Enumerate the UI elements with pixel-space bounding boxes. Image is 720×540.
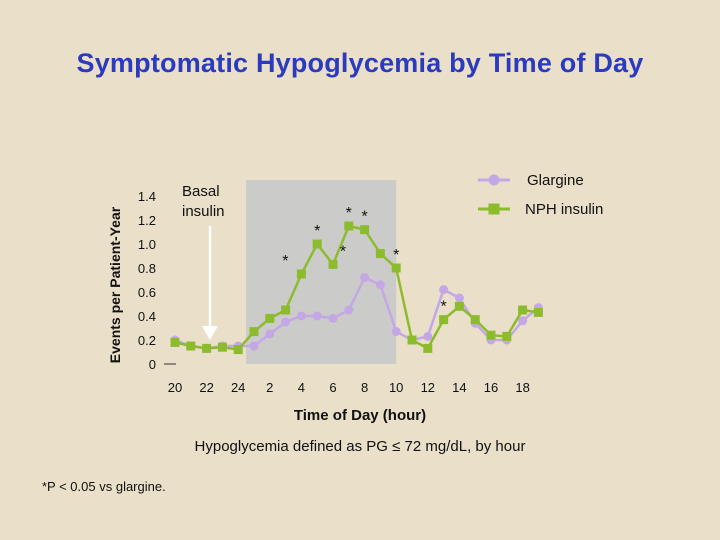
nph-point [439,315,449,325]
glargine-point [360,273,370,283]
hypoglycemia-definition: Hypoglycemia defined as PG ≤ 72 mg/dL, b… [194,438,526,455]
glargine-point [249,341,259,351]
y-tick-label: 0.6 [138,285,156,300]
glargine-point [281,317,291,327]
x-tick-label: 12 [421,380,435,395]
nph-point [186,341,196,351]
y-tick-label: 1.2 [138,213,156,228]
legend-swatch-marker [488,203,500,215]
nph-point [296,269,306,279]
y-tick-label: 0 [149,357,156,372]
nph-point [423,343,433,353]
significance-asterisk: * [282,253,288,270]
chart-legend: Glargine NPH insulin [478,172,603,218]
nph-point [518,305,528,315]
x-tick-label: 14 [452,380,466,395]
y-axis-label: Events per Patient-Year [107,206,123,363]
glargine-point [344,305,354,315]
significance-asterisk: * [361,209,367,226]
significance-asterisk: * [440,299,446,316]
y-tick-label: 0.2 [138,333,156,348]
glargine-point [439,285,449,295]
nph-point [328,259,338,269]
glargine-point [423,331,433,341]
x-tick-label: 18 [515,380,529,395]
glargine-point [312,311,322,321]
x-tick-label: 16 [484,380,498,395]
nph-point [249,327,259,337]
basal-insulin-arrow-head [202,326,218,340]
glargine-point [328,313,338,323]
glargine-point [454,293,464,303]
nph-point [312,239,322,249]
nph-point [533,307,543,317]
nph-point [217,342,227,352]
nph-point [170,337,180,347]
y-tick-label: 1.4 [138,189,156,204]
significance-asterisk: * [346,205,352,222]
basal-insulin-label: Basal [182,183,220,200]
basal-insulin-annotation: Basal insulin [182,183,225,340]
nph-point [407,335,417,345]
chart-axes: Events per Patient-Year 0 0.2 0.4 0.6 0.8 1.0 1… [107,189,530,424]
glargine-point [375,280,385,290]
x-tick-label: 20 [168,380,182,395]
significance-asterisk: * [314,223,320,240]
chart-title: Symptomatic Hypoglycemia by Time of Day [76,48,644,78]
significance-asterisk: * [393,247,399,264]
nph-point [470,315,480,325]
chart-series [170,221,543,355]
nph-point [281,305,291,315]
nph-point [202,343,212,353]
x-tick-label: 10 [389,380,403,395]
nph-point [486,330,496,340]
nph-point [265,313,275,323]
x-tick-label: 2 [266,380,273,395]
footnote: *P < 0.05 vs glargine. [42,479,166,494]
glargine-point [518,316,528,326]
glargine-point [296,311,306,321]
x-tick-label: 6 [329,380,336,395]
x-tick-label: 8 [361,380,368,395]
y-tick-label: 1.0 [138,237,156,252]
glargine-point [265,329,275,339]
nph-point [233,345,243,355]
basal-insulin-label: insulin [182,203,225,220]
nph-point [344,221,354,231]
y-tick-label: 0.8 [138,261,156,276]
y-tick-label: 0.4 [138,309,156,324]
legend-label: Glargine [527,172,584,189]
significance-markers: * * * * * * * [282,205,446,316]
legend-label: NPH insulin [525,201,603,218]
x-tick-label: 4 [298,380,305,395]
nph-point [454,301,464,311]
legend-swatch-marker [488,174,500,186]
glargine-point [391,327,401,337]
x-tick-label: 22 [199,380,213,395]
nph-point [360,225,370,235]
nph-point [502,331,512,341]
nph-point [375,249,385,259]
x-tick-label: 24 [231,380,245,395]
nph-point [391,263,401,273]
significance-asterisk: * [340,243,346,260]
x-axis-label: Time of Day (hour) [294,407,426,424]
